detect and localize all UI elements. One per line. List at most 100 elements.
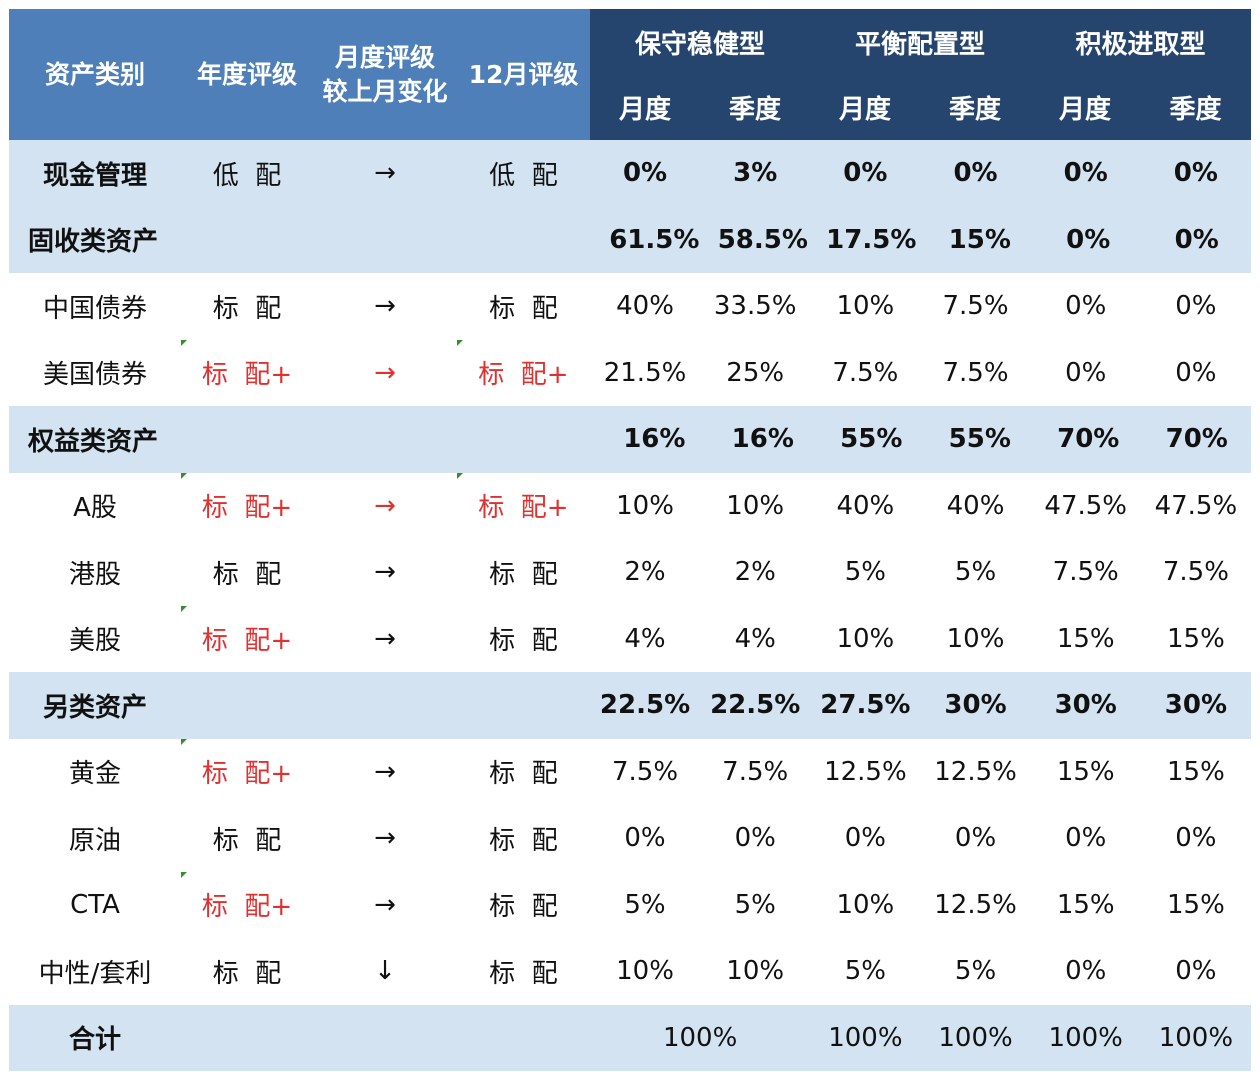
total-value: 100% [1048, 1022, 1123, 1053]
allocation-value: 4% [734, 623, 776, 654]
allocation-value: 33.5% [713, 291, 797, 322]
dec-rating: 标 配 [489, 759, 558, 790]
asset-name: 现金管理 [42, 160, 147, 191]
annual-rating: 标 配 [212, 559, 282, 590]
asset-name: 黄金 [68, 759, 121, 790]
header-monthly-change-line2: 较上月变化 [322, 76, 448, 106]
allocation-value: 7.5% [611, 756, 679, 787]
section-row: 权益类资产 16% 16% 55% 55% 70% 70% [9, 406, 1251, 473]
allocation-value: 10% [726, 490, 785, 521]
total-row: 合计 100% 100% 100% 100% 100% [9, 1004, 1251, 1072]
allocation-value: 7.5% [942, 291, 1009, 322]
allocation-value: 2% [624, 557, 666, 588]
table-row: A股 标 配+ → 标 配+ 10% 10% 40% 40% 47.5% 47.5% [9, 472, 1251, 540]
allocation-value: 25% [726, 357, 785, 388]
dec-rating: 标 配 [489, 626, 558, 657]
asset-name: 权益类资产 [28, 426, 159, 457]
dec-rating: 标 配 [489, 293, 558, 324]
allocation-value: 5% [954, 956, 997, 987]
dec-rating: 标 配+ [456, 472, 590, 540]
table-row: 港股 标 配 → 标 配 2% 2% 5% 5% 7.5% 7.5% [9, 539, 1251, 606]
rating-change-arrow: → [374, 756, 396, 787]
sub-monthly: 月度 [1058, 95, 1111, 125]
allocation-value: 15% [948, 224, 1011, 255]
rating-change-arrow: → [374, 889, 396, 920]
allocation-value: 0% [1175, 823, 1217, 854]
allocation-value: 0% [1174, 224, 1219, 255]
header-monthly-change-line1: 月度评级 [334, 42, 435, 72]
allocation-value: 5% [624, 889, 666, 920]
allocation-value: 55% [948, 424, 1011, 455]
header-asset-class: 资产类别 [9, 9, 181, 140]
allocation-value: 0% [1175, 956, 1217, 987]
allocation-value: 10% [616, 490, 674, 521]
allocation-value: 55% [840, 424, 903, 455]
rating-change-arrow [313, 672, 457, 739]
allocation-value: 4% [624, 623, 666, 654]
rating-change-arrow [327, 207, 469, 274]
allocation-value: 0% [624, 823, 666, 854]
rating-change-arrow: → [374, 158, 396, 189]
section-row: 固收类资产 61.5% 58.5% 17.5% 15% 0% 0% [9, 206, 1251, 274]
dec-rating: 标 配 [489, 559, 558, 590]
allocation-value: 0% [622, 158, 668, 189]
allocation-value: 10% [726, 956, 785, 987]
annual-rating [197, 406, 327, 473]
total-annual [181, 1005, 313, 1072]
section-row: 另类资产 22.5% 22.5% 27.5% 30% 30% 30% [9, 672, 1251, 739]
allocation-value: 30% [1164, 690, 1227, 721]
asset-name: 原油 [68, 825, 121, 856]
allocation-value: 7.5% [942, 357, 1009, 388]
allocation-value: 12.5% [934, 756, 1017, 787]
asset-name: 美国债券 [42, 360, 147, 391]
table-header: 资产类别 年度评级 月度评级 较上月变化 12月评级 保守稳健型 平衡配置型 积… [9, 9, 1251, 140]
asset-name: CTA [70, 889, 120, 920]
annual-rating [197, 207, 327, 274]
group-balanced: 平衡配置型 [854, 29, 985, 60]
allocation-value: 15% [1056, 756, 1115, 787]
allocation-value: 0% [1066, 224, 1111, 255]
allocation-value: 15% [1166, 889, 1225, 920]
asset-name: 另类资产 [42, 692, 147, 723]
annual-rating: 标 配+ [180, 871, 313, 939]
allocation-value: 10% [836, 291, 895, 322]
total-label: 合计 [68, 1025, 121, 1056]
asset-name: A股 [73, 493, 117, 524]
allocation-value: 0% [1065, 357, 1107, 388]
dec-rating: 标 配 [489, 825, 558, 856]
asset-name: 中国债券 [42, 293, 147, 324]
allocation-value: 16% [623, 424, 686, 455]
allocation-value: 0% [1175, 291, 1217, 322]
allocation-value: 27.5% [820, 690, 911, 721]
total-change [313, 1005, 457, 1072]
allocation-value: 22.5% [710, 690, 801, 721]
allocation-value: 0% [953, 158, 998, 189]
allocation-value: 70% [1165, 424, 1228, 455]
rating-change-arrow [327, 406, 469, 473]
allocation-value: 15% [1056, 889, 1115, 920]
table-row: 中国债券 标 配 → 标 配 40% 33.5% 10% 7.5% 0% 0% [9, 273, 1251, 340]
group-aggressive: 积极进取型 [1075, 29, 1206, 60]
allocation-value: 0% [734, 823, 776, 854]
rating-change-arrow: → [374, 357, 396, 388]
allocation-value: 7.5% [722, 756, 789, 787]
allocation-value: 0% [1065, 291, 1107, 322]
dec-rating: 标 配 [489, 892, 558, 923]
annual-rating: 标 配+ [180, 738, 313, 806]
allocation-value: 10% [836, 889, 895, 920]
allocation-value: 17.5% [826, 224, 917, 255]
allocation-value: 7.5% [1162, 557, 1229, 588]
table-row: 中性/套利 标 配 ↓ 标 配 10% 10% 5% 5% 0% 0% [9, 938, 1251, 1005]
allocation-value: 30% [944, 690, 1007, 721]
allocation-value: 5% [844, 557, 886, 588]
group-conservative: 保守稳健型 [634, 29, 765, 60]
allocation-value: 0% [844, 823, 886, 854]
asset-allocation-table: 资产类别 年度评级 月度评级 较上月变化 12月评级 保守稳健型 平衡配置型 积… [9, 9, 1251, 1071]
allocation-value: 70% [1057, 424, 1120, 455]
allocation-value: 10% [946, 623, 1005, 654]
asset-name: 美股 [68, 626, 121, 657]
annual-rating: 标 配+ [180, 339, 313, 407]
allocation-value: 5% [734, 889, 776, 920]
allocation-value: 5% [844, 956, 886, 987]
table-row: 黄金 标 配+ → 标 配 7.5% 7.5% 12.5% 12.5% 15% 15% [9, 738, 1251, 806]
